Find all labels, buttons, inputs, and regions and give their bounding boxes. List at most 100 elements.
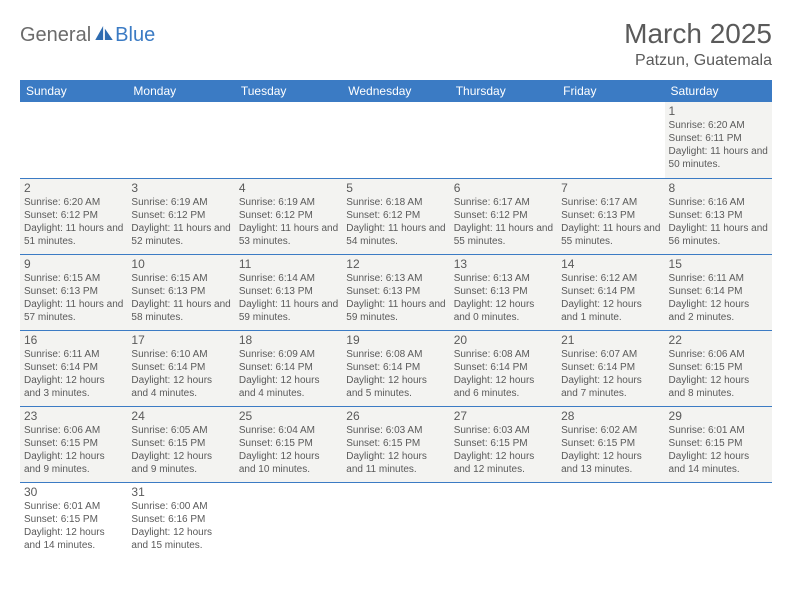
calendar-day-cell: 7Sunrise: 6:17 AMSunset: 6:13 PMDaylight…	[557, 178, 664, 254]
logo-text-blue: Blue	[115, 24, 155, 47]
day-info: Sunrise: 6:20 AMSunset: 6:11 PMDaylight:…	[669, 119, 768, 171]
calendar-day-cell: 20Sunrise: 6:08 AMSunset: 6:14 PMDayligh…	[450, 330, 557, 406]
day-info: Sunrise: 6:16 AMSunset: 6:13 PMDaylight:…	[669, 196, 768, 248]
calendar-day-cell: 1Sunrise: 6:20 AMSunset: 6:11 PMDaylight…	[665, 102, 772, 178]
day-info: Sunrise: 6:17 AMSunset: 6:12 PMDaylight:…	[454, 196, 553, 248]
calendar-day-cell: 6Sunrise: 6:17 AMSunset: 6:12 PMDaylight…	[450, 178, 557, 254]
calendar-week-row: 1Sunrise: 6:20 AMSunset: 6:11 PMDaylight…	[20, 102, 772, 178]
day-number: 26	[346, 409, 445, 423]
calendar-day-cell: 13Sunrise: 6:13 AMSunset: 6:13 PMDayligh…	[450, 254, 557, 330]
calendar-day-cell: 9Sunrise: 6:15 AMSunset: 6:13 PMDaylight…	[20, 254, 127, 330]
day-number: 17	[131, 333, 230, 347]
weekday-header: Friday	[557, 80, 664, 102]
day-number: 13	[454, 257, 553, 271]
day-info: Sunrise: 6:10 AMSunset: 6:14 PMDaylight:…	[131, 348, 230, 400]
weekday-header: Monday	[127, 80, 234, 102]
calendar-day-cell: 21Sunrise: 6:07 AMSunset: 6:14 PMDayligh…	[557, 330, 664, 406]
day-number: 18	[239, 333, 338, 347]
day-number: 9	[24, 257, 123, 271]
calendar-empty-cell	[235, 482, 342, 558]
calendar-day-cell: 19Sunrise: 6:08 AMSunset: 6:14 PMDayligh…	[342, 330, 449, 406]
day-info: Sunrise: 6:13 AMSunset: 6:13 PMDaylight:…	[454, 272, 553, 324]
day-number: 2	[24, 181, 123, 195]
day-number: 28	[561, 409, 660, 423]
calendar-empty-cell	[557, 482, 664, 558]
day-number: 15	[669, 257, 768, 271]
calendar-day-cell: 5Sunrise: 6:18 AMSunset: 6:12 PMDaylight…	[342, 178, 449, 254]
calendar-week-row: 23Sunrise: 6:06 AMSunset: 6:15 PMDayligh…	[20, 406, 772, 482]
day-info: Sunrise: 6:03 AMSunset: 6:15 PMDaylight:…	[346, 424, 445, 476]
calendar-day-cell: 11Sunrise: 6:14 AMSunset: 6:13 PMDayligh…	[235, 254, 342, 330]
calendar-day-cell: 27Sunrise: 6:03 AMSunset: 6:15 PMDayligh…	[450, 406, 557, 482]
calendar-day-cell: 3Sunrise: 6:19 AMSunset: 6:12 PMDaylight…	[127, 178, 234, 254]
calendar-day-cell: 4Sunrise: 6:19 AMSunset: 6:12 PMDaylight…	[235, 178, 342, 254]
day-number: 20	[454, 333, 553, 347]
day-number: 25	[239, 409, 338, 423]
day-info: Sunrise: 6:06 AMSunset: 6:15 PMDaylight:…	[24, 424, 123, 476]
calendar-day-cell: 24Sunrise: 6:05 AMSunset: 6:15 PMDayligh…	[127, 406, 234, 482]
calendar-table: SundayMondayTuesdayWednesdayThursdayFrid…	[20, 80, 772, 558]
day-info: Sunrise: 6:11 AMSunset: 6:14 PMDaylight:…	[669, 272, 768, 324]
calendar-empty-cell	[450, 482, 557, 558]
calendar-day-cell: 17Sunrise: 6:10 AMSunset: 6:14 PMDayligh…	[127, 330, 234, 406]
day-number: 10	[131, 257, 230, 271]
calendar-day-cell: 15Sunrise: 6:11 AMSunset: 6:14 PMDayligh…	[665, 254, 772, 330]
calendar-week-row: 2Sunrise: 6:20 AMSunset: 6:12 PMDaylight…	[20, 178, 772, 254]
day-number: 24	[131, 409, 230, 423]
day-info: Sunrise: 6:01 AMSunset: 6:15 PMDaylight:…	[24, 500, 123, 552]
weekday-header: Tuesday	[235, 80, 342, 102]
calendar-empty-cell	[20, 102, 127, 178]
calendar-empty-cell	[342, 102, 449, 178]
calendar-day-cell: 30Sunrise: 6:01 AMSunset: 6:15 PMDayligh…	[20, 482, 127, 558]
day-number: 11	[239, 257, 338, 271]
calendar-empty-cell	[342, 482, 449, 558]
day-info: Sunrise: 6:13 AMSunset: 6:13 PMDaylight:…	[346, 272, 445, 324]
calendar-day-cell: 18Sunrise: 6:09 AMSunset: 6:14 PMDayligh…	[235, 330, 342, 406]
day-number: 23	[24, 409, 123, 423]
day-number: 4	[239, 181, 338, 195]
day-number: 3	[131, 181, 230, 195]
day-number: 1	[669, 104, 768, 118]
day-number: 12	[346, 257, 445, 271]
calendar-body: 1Sunrise: 6:20 AMSunset: 6:11 PMDaylight…	[20, 102, 772, 558]
calendar-week-row: 16Sunrise: 6:11 AMSunset: 6:14 PMDayligh…	[20, 330, 772, 406]
location: Patzun, Guatemala	[624, 52, 772, 70]
weekday-header: Thursday	[450, 80, 557, 102]
day-number: 30	[24, 485, 123, 499]
title-block: March 2025 Patzun, Guatemala	[624, 18, 772, 70]
day-info: Sunrise: 6:04 AMSunset: 6:15 PMDaylight:…	[239, 424, 338, 476]
day-info: Sunrise: 6:19 AMSunset: 6:12 PMDaylight:…	[131, 196, 230, 248]
day-number: 21	[561, 333, 660, 347]
calendar-day-cell: 26Sunrise: 6:03 AMSunset: 6:15 PMDayligh…	[342, 406, 449, 482]
calendar-empty-cell	[127, 102, 234, 178]
weekday-header: Saturday	[665, 80, 772, 102]
logo-text-general: General	[20, 24, 91, 47]
day-number: 8	[669, 181, 768, 195]
calendar-empty-cell	[450, 102, 557, 178]
day-number: 14	[561, 257, 660, 271]
day-info: Sunrise: 6:03 AMSunset: 6:15 PMDaylight:…	[454, 424, 553, 476]
calendar-day-cell: 23Sunrise: 6:06 AMSunset: 6:15 PMDayligh…	[20, 406, 127, 482]
day-info: Sunrise: 6:01 AMSunset: 6:15 PMDaylight:…	[669, 424, 768, 476]
calendar-day-cell: 22Sunrise: 6:06 AMSunset: 6:15 PMDayligh…	[665, 330, 772, 406]
calendar-day-cell: 14Sunrise: 6:12 AMSunset: 6:14 PMDayligh…	[557, 254, 664, 330]
calendar-day-cell: 10Sunrise: 6:15 AMSunset: 6:13 PMDayligh…	[127, 254, 234, 330]
calendar-day-cell: 2Sunrise: 6:20 AMSunset: 6:12 PMDaylight…	[20, 178, 127, 254]
day-number: 31	[131, 485, 230, 499]
day-info: Sunrise: 6:15 AMSunset: 6:13 PMDaylight:…	[131, 272, 230, 324]
day-info: Sunrise: 6:11 AMSunset: 6:14 PMDaylight:…	[24, 348, 123, 400]
calendar-day-cell: 25Sunrise: 6:04 AMSunset: 6:15 PMDayligh…	[235, 406, 342, 482]
day-info: Sunrise: 6:08 AMSunset: 6:14 PMDaylight:…	[346, 348, 445, 400]
weekday-header: Sunday	[20, 80, 127, 102]
day-number: 19	[346, 333, 445, 347]
day-info: Sunrise: 6:12 AMSunset: 6:14 PMDaylight:…	[561, 272, 660, 324]
header: General Blue March 2025 Patzun, Guatemal…	[20, 18, 772, 70]
calendar-day-cell: 12Sunrise: 6:13 AMSunset: 6:13 PMDayligh…	[342, 254, 449, 330]
day-number: 29	[669, 409, 768, 423]
calendar-day-cell: 28Sunrise: 6:02 AMSunset: 6:15 PMDayligh…	[557, 406, 664, 482]
day-info: Sunrise: 6:00 AMSunset: 6:16 PMDaylight:…	[131, 500, 230, 552]
logo: General Blue	[20, 24, 155, 47]
calendar-week-row: 9 Sunrise: 6:15 AMSunset: 6:13 PMDaylight…	[20, 254, 772, 330]
day-number: 7	[561, 181, 660, 195]
day-info: Sunrise: 6:20 AMSunset: 6:12 PMDaylight:…	[24, 196, 123, 248]
